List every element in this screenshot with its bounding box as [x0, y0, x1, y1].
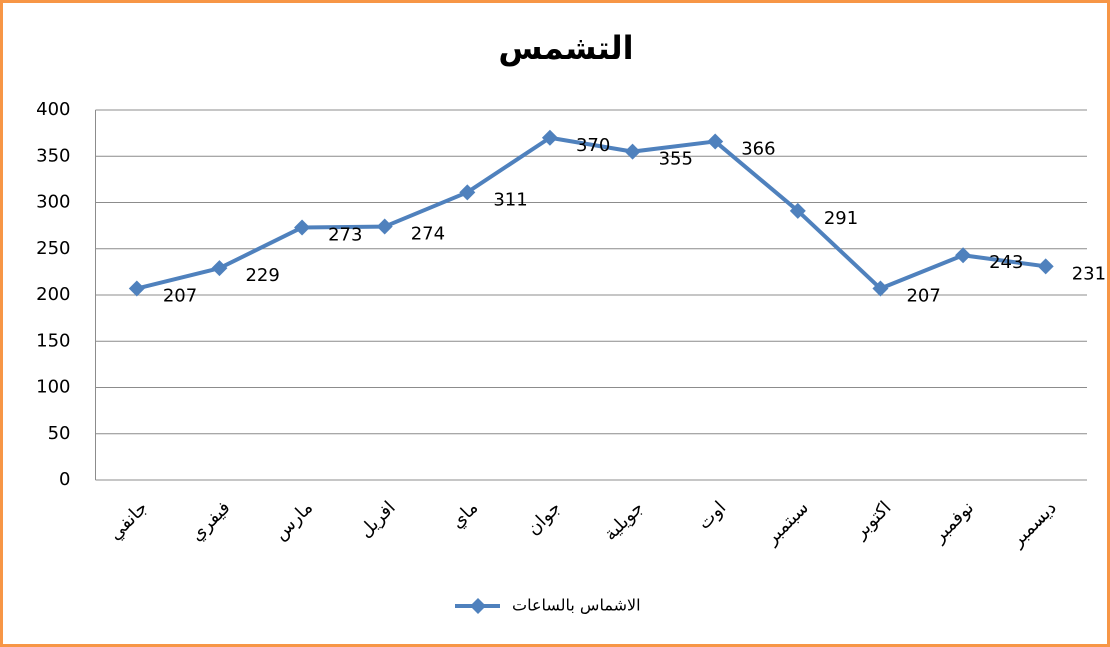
- data-point: [707, 133, 724, 150]
- y-tick-label: 50: [48, 423, 71, 444]
- data-point: [294, 219, 311, 236]
- y-tick-label: 100: [36, 377, 70, 398]
- data-label: 274: [411, 224, 445, 245]
- y-tick-label: 0: [59, 469, 70, 490]
- data-label: 229: [245, 265, 279, 286]
- data-point: [872, 280, 889, 297]
- data-label: 370: [576, 135, 610, 156]
- y-tick-label: 350: [36, 145, 70, 166]
- data-point: [376, 218, 393, 235]
- y-tick-label: 150: [36, 330, 70, 351]
- y-tick-label: 400: [36, 99, 70, 120]
- data-point: [211, 260, 228, 277]
- y-tick-label: 250: [36, 238, 70, 259]
- data-label: 355: [659, 149, 693, 170]
- data-label: 207: [906, 286, 940, 307]
- data-point: [789, 202, 806, 219]
- data-label: 231: [1072, 263, 1106, 284]
- series-line: [136, 135, 1046, 291]
- y-tick-label: 200: [36, 284, 70, 305]
- data-label: 291: [824, 208, 858, 229]
- legend-marker: [470, 598, 486, 614]
- data-label: 366: [741, 138, 775, 159]
- data-label: 243: [989, 252, 1023, 273]
- data-point: [459, 184, 476, 201]
- data-point: [1037, 258, 1054, 275]
- y-tick-label: 300: [36, 192, 70, 213]
- data-point: [955, 247, 972, 264]
- data-label: 311: [493, 189, 527, 210]
- data-label: 273: [328, 224, 362, 245]
- data-point: [541, 129, 558, 146]
- legend-label: الاشماس بالساعات: [512, 596, 641, 615]
- data-point: [624, 143, 641, 160]
- chart-title: التشمس: [498, 29, 633, 67]
- data-point: [128, 280, 145, 297]
- data-label: 207: [163, 286, 197, 307]
